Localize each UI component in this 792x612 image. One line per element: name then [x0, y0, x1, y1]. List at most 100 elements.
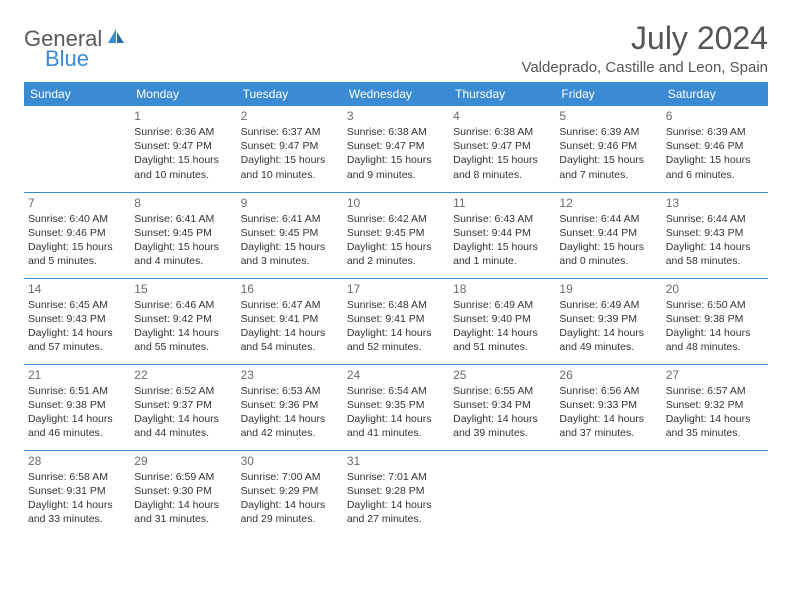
day-info: Sunrise: 6:44 AMSunset: 9:44 PMDaylight:… — [559, 212, 657, 269]
day-number: 20 — [666, 282, 764, 296]
day-number: 27 — [666, 368, 764, 382]
title-block: July 2024 Valdeprado, Castille and Leon,… — [521, 20, 768, 76]
calendar-day-cell: 24Sunrise: 6:54 AMSunset: 9:35 PMDayligh… — [343, 364, 449, 450]
day-info: Sunrise: 6:44 AMSunset: 9:43 PMDaylight:… — [666, 212, 764, 269]
calendar-day-cell: 19 Sunrise: 6:49 AMSunset: 9:39 PMDayligh… — [555, 278, 661, 364]
day-number: 11 — [453, 196, 551, 210]
day-info: Sunrise: 6:37 AMSunset: 9:47 PMDaylight:… — [241, 125, 339, 182]
calendar-day-cell: 25 Sunrise: 6:55 AMSunset: 9:34 PMDayligh… — [449, 364, 555, 450]
day-info: Sunrise: 6:43 AMSunset: 9:44 PMDaylight:… — [453, 212, 551, 269]
day-info: Sunrise: 6:54 AMSunset: 9:35 PMDaylight:… — [347, 384, 445, 441]
day-number: 12 — [559, 196, 657, 210]
calendar-day-cell: 30 Sunrise: 7:00 AMSunset: 9:29 PMDayligh… — [237, 450, 343, 536]
day-info: Sunrise: 6:38 AMSunset: 9:47 PMDaylight:… — [453, 125, 551, 182]
calendar-header-row: SundayMondayTuesdayWednesdayThursdayFrid… — [24, 82, 768, 106]
calendar-week-row: 14Sunrise: 6:45 AMSunset: 9:43 PMDayligh… — [24, 278, 768, 364]
day-info: Sunrise: 6:49 AMSunset: 9:40 PMDaylight:… — [453, 298, 551, 355]
calendar-week-row: 21Sunrise: 6:51 AMSunset: 9:38 PMDayligh… — [24, 364, 768, 450]
day-number: 13 — [666, 196, 764, 210]
calendar-day-cell: 31 Sunrise: 7:01 AMSunset: 9:28 PMDayligh… — [343, 450, 449, 536]
day-number: 19 — [559, 282, 657, 296]
calendar-day-cell: 29 Sunrise: 6:59 AMSunset: 9:30 PMDayligh… — [130, 450, 236, 536]
day-info: Sunrise: 6:55 AMSunset: 9:34 PMDaylight:… — [453, 384, 551, 441]
day-info: Sunrise: 6:51 AMSunset: 9:38 PMDaylight:… — [28, 384, 126, 441]
day-number: 16 — [241, 282, 339, 296]
day-number: 1 — [134, 109, 232, 123]
day-info: Sunrise: 6:53 AMSunset: 9:36 PMDaylight:… — [241, 384, 339, 441]
day-info: Sunrise: 6:57 AMSunset: 9:32 PMDaylight:… — [666, 384, 764, 441]
day-info: Sunrise: 6:45 AMSunset: 9:43 PMDaylight:… — [28, 298, 126, 355]
calendar-day-cell: 8Sunrise: 6:41 AMSunset: 9:45 PMDaylight… — [130, 192, 236, 278]
calendar-day-cell: 22Sunrise: 6:52 AMSunset: 9:37 PMDayligh… — [130, 364, 236, 450]
calendar-day-cell: 6 Sunrise: 6:39 AMSunset: 9:46 PMDaylight… — [662, 106, 768, 192]
day-number: 2 — [241, 109, 339, 123]
day-number: 31 — [347, 454, 445, 468]
calendar-day-cell: 14Sunrise: 6:45 AMSunset: 9:43 PMDayligh… — [24, 278, 130, 364]
calendar-day-cell: 10Sunrise: 6:42 AMSunset: 9:45 PMDayligh… — [343, 192, 449, 278]
calendar-day-cell: 5 Sunrise: 6:39 AMSunset: 9:46 PMDaylight… — [555, 106, 661, 192]
day-header: Monday — [130, 82, 236, 106]
calendar-day-cell — [662, 450, 768, 536]
day-number: 10 — [347, 196, 445, 210]
day-info: Sunrise: 6:39 AMSunset: 9:46 PMDaylight:… — [559, 125, 657, 182]
day-info: Sunrise: 7:00 AMSunset: 9:29 PMDaylight:… — [241, 470, 339, 527]
day-number: 7 — [28, 196, 126, 210]
day-info: Sunrise: 6:38 AMSunset: 9:47 PMDaylight:… — [347, 125, 445, 182]
day-number: 25 — [453, 368, 551, 382]
day-header: Wednesday — [343, 82, 449, 106]
logo-text-blue: Blue — [45, 46, 89, 72]
day-info: Sunrise: 6:49 AMSunset: 9:39 PMDaylight:… — [559, 298, 657, 355]
day-info: Sunrise: 6:59 AMSunset: 9:30 PMDaylight:… — [134, 470, 232, 527]
day-number: 18 — [453, 282, 551, 296]
logo-sail-icon — [106, 27, 126, 50]
calendar-day-cell: 2 Sunrise: 6:37 AMSunset: 9:47 PMDaylight… — [237, 106, 343, 192]
day-header: Friday — [555, 82, 661, 106]
calendar-day-cell: 4 Sunrise: 6:38 AMSunset: 9:47 PMDaylight… — [449, 106, 555, 192]
day-number: 30 — [241, 454, 339, 468]
location: Valdeprado, Castille and Leon, Spain — [521, 59, 768, 76]
day-number: 9 — [241, 196, 339, 210]
day-number: 26 — [559, 368, 657, 382]
day-info: Sunrise: 6:48 AMSunset: 9:41 PMDaylight:… — [347, 298, 445, 355]
calendar-day-cell: 12 Sunrise: 6:44 AMSunset: 9:44 PMDayligh… — [555, 192, 661, 278]
calendar-day-cell — [449, 450, 555, 536]
day-number: 4 — [453, 109, 551, 123]
day-number: 28 — [28, 454, 126, 468]
calendar-page: General Blue July 2024 Valdeprado, Casti… — [0, 0, 792, 556]
calendar-table: SundayMondayTuesdayWednesdayThursdayFrid… — [24, 82, 768, 536]
calendar-week-row: 28 Sunrise: 6:58 AMSunset: 9:31 PMDayligh… — [24, 450, 768, 536]
day-info: Sunrise: 6:39 AMSunset: 9:46 PMDaylight:… — [666, 125, 764, 182]
calendar-day-cell: 17 Sunrise: 6:48 AMSunset: 9:41 PMDayligh… — [343, 278, 449, 364]
day-info: Sunrise: 6:52 AMSunset: 9:37 PMDaylight:… — [134, 384, 232, 441]
calendar-day-cell: 1Sunrise: 6:36 AMSunset: 9:47 PMDaylight… — [130, 106, 236, 192]
day-number: 17 — [347, 282, 445, 296]
calendar-day-cell — [555, 450, 661, 536]
day-header: Thursday — [449, 82, 555, 106]
day-number: 8 — [134, 196, 232, 210]
calendar-day-cell — [24, 106, 130, 192]
calendar-day-cell: 13 Sunrise: 6:44 AMSunset: 9:43 PMDayligh… — [662, 192, 768, 278]
day-number: 5 — [559, 109, 657, 123]
day-info: Sunrise: 6:50 AMSunset: 9:38 PMDaylight:… — [666, 298, 764, 355]
calendar-day-cell: 11 Sunrise: 6:43 AMSunset: 9:44 PMDayligh… — [449, 192, 555, 278]
day-info: Sunrise: 6:58 AMSunset: 9:31 PMDaylight:… — [28, 470, 126, 527]
calendar-day-cell: 20 Sunrise: 6:50 AMSunset: 9:38 PMDayligh… — [662, 278, 768, 364]
calendar-week-row: 7 Sunrise: 6:40 AMSunset: 9:46 PMDaylight… — [24, 192, 768, 278]
calendar-day-cell: 23Sunrise: 6:53 AMSunset: 9:36 PMDayligh… — [237, 364, 343, 450]
calendar-day-cell: 3Sunrise: 6:38 AMSunset: 9:47 PMDaylight… — [343, 106, 449, 192]
day-header: Tuesday — [237, 82, 343, 106]
day-header: Saturday — [662, 82, 768, 106]
day-info: Sunrise: 6:40 AMSunset: 9:46 PMDaylight:… — [28, 212, 126, 269]
day-header: Sunday — [24, 82, 130, 106]
day-info: Sunrise: 6:56 AMSunset: 9:33 PMDaylight:… — [559, 384, 657, 441]
calendar-day-cell: 27 Sunrise: 6:57 AMSunset: 9:32 PMDayligh… — [662, 364, 768, 450]
day-number: 6 — [666, 109, 764, 123]
day-number: 29 — [134, 454, 232, 468]
calendar-day-cell: 16 Sunrise: 6:47 AMSunset: 9:41 PMDayligh… — [237, 278, 343, 364]
day-info: Sunrise: 6:41 AMSunset: 9:45 PMDaylight:… — [241, 212, 339, 269]
day-info: Sunrise: 6:47 AMSunset: 9:41 PMDaylight:… — [241, 298, 339, 355]
calendar-day-cell: 7 Sunrise: 6:40 AMSunset: 9:46 PMDaylight… — [24, 192, 130, 278]
day-info: Sunrise: 7:01 AMSunset: 9:28 PMDaylight:… — [347, 470, 445, 527]
calendar-day-cell: 26 Sunrise: 6:56 AMSunset: 9:33 PMDayligh… — [555, 364, 661, 450]
calendar-day-cell: 15Sunrise: 6:46 AMSunset: 9:42 PMDayligh… — [130, 278, 236, 364]
